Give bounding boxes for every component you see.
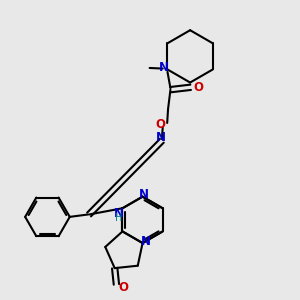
Text: O: O — [193, 81, 203, 94]
Text: O: O — [155, 118, 165, 131]
Text: H: H — [115, 213, 123, 223]
Text: O: O — [118, 281, 128, 294]
Text: N: N — [114, 207, 124, 220]
Text: N: N — [156, 131, 166, 144]
Text: N: N — [139, 188, 149, 201]
Text: N: N — [159, 61, 169, 74]
Text: N: N — [140, 235, 151, 248]
